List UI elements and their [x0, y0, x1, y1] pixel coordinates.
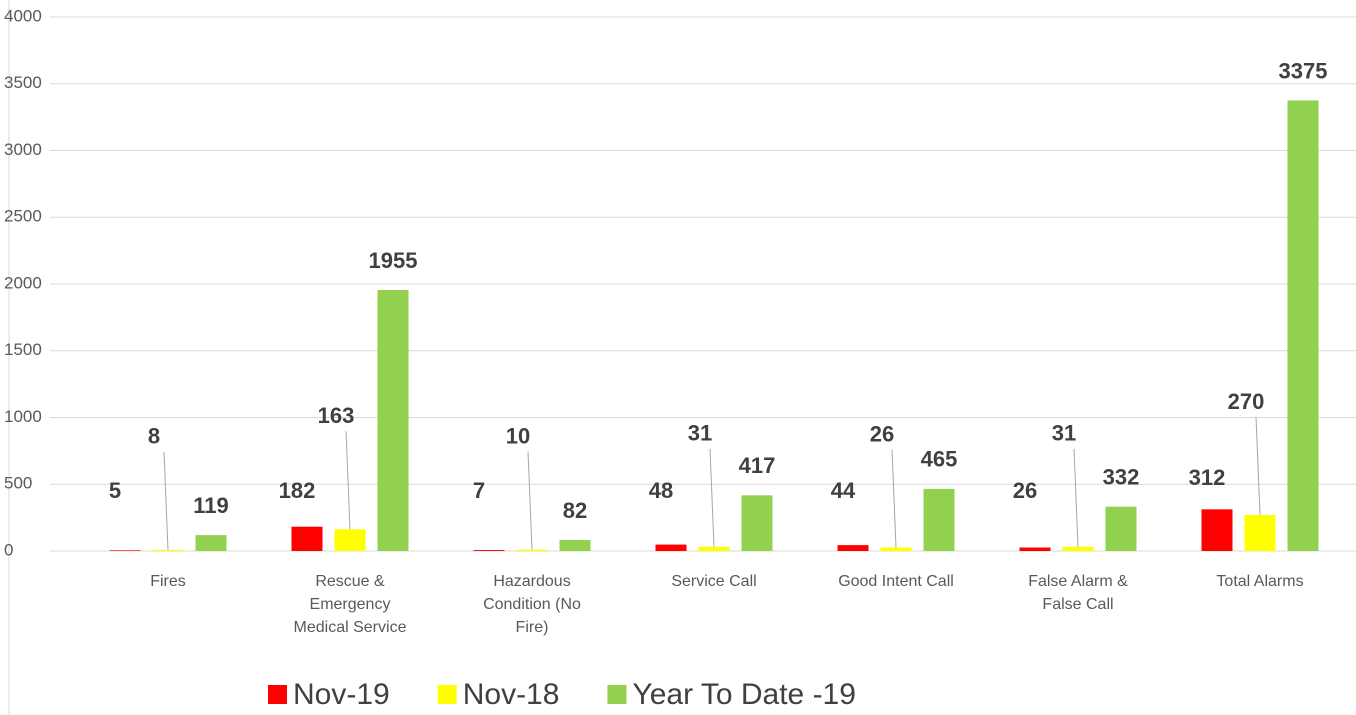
- leader-line: [891, 449, 897, 548]
- bar: [291, 526, 323, 551]
- data-label: 182: [279, 478, 316, 503]
- x-tick-label: Rescue & Emergency Medical Service: [294, 573, 407, 636]
- data-label: 312: [1189, 465, 1226, 490]
- leader-line: [163, 451, 169, 550]
- data-label: 270: [1228, 389, 1265, 414]
- x-tick-line: Fires: [150, 573, 186, 590]
- data-label: 8: [148, 424, 160, 449]
- data-label: 31: [688, 421, 712, 446]
- x-tick-line: Rescue &: [315, 573, 385, 590]
- legend-label: Nov-18: [463, 678, 560, 711]
- bar: [1062, 546, 1094, 551]
- x-tick-label: Service Call: [671, 573, 756, 590]
- x-tick-line: False Alarm &: [1028, 573, 1128, 590]
- data-label: 163: [318, 403, 355, 428]
- y-tick-label: 1000: [4, 407, 42, 426]
- y-tick-label: 3500: [4, 73, 42, 92]
- x-tick-line: Emergency: [310, 596, 391, 613]
- data-label: 5: [109, 478, 121, 503]
- data-label: 332: [1103, 464, 1140, 489]
- data-label: 119: [193, 493, 229, 518]
- legend-swatch: [437, 685, 457, 704]
- data-label: 3375: [1279, 58, 1328, 83]
- x-tick-line: Good Intent Call: [838, 573, 954, 590]
- y-tick-label: 1500: [4, 340, 42, 359]
- data-label: 465: [921, 447, 958, 472]
- data-label: 44: [831, 478, 856, 503]
- legend-swatch: [268, 685, 287, 704]
- x-tick-line: Fire): [516, 619, 549, 636]
- y-tick-label: 3000: [4, 140, 42, 159]
- data-label: 26: [1013, 478, 1037, 503]
- legend-swatch: [607, 685, 627, 704]
- x-tick-label: False Alarm & False Call: [1028, 573, 1128, 613]
- y-tick-label: 0: [4, 540, 13, 559]
- bar: [880, 547, 912, 551]
- bar: [195, 535, 227, 551]
- bar: [377, 290, 409, 551]
- data-label: 1955: [369, 248, 418, 273]
- data-label: 26: [870, 421, 894, 446]
- data-label: 82: [563, 498, 587, 523]
- x-tick-line: Medical Service: [294, 619, 407, 636]
- x-tick-line: Hazardous: [493, 573, 570, 590]
- data-label: 10: [506, 423, 530, 448]
- x-tick-label: Fires: [150, 573, 186, 590]
- x-tick-label: Total Alarms: [1216, 573, 1303, 590]
- leader-line: [527, 451, 533, 550]
- y-tick-label: 2000: [4, 273, 42, 292]
- leader-line: [1255, 416, 1261, 515]
- bar: [334, 529, 366, 551]
- bar: [1105, 506, 1137, 551]
- x-tick-line: Total Alarms: [1216, 573, 1303, 590]
- legend-label: Year To Date -19: [632, 678, 856, 711]
- bar: [109, 550, 141, 551]
- bar: [473, 550, 505, 551]
- bar: [559, 540, 591, 551]
- bar: [152, 549, 184, 551]
- leader-line: [345, 431, 351, 530]
- y-tick-label: 500: [4, 474, 32, 493]
- bar: [837, 545, 869, 551]
- x-tick-line: Condition (No: [483, 596, 581, 613]
- bar: [698, 546, 730, 551]
- bar: [741, 495, 773, 551]
- y-tick-label: 4000: [4, 6, 42, 25]
- leader-line: [1073, 448, 1079, 547]
- bar: [1019, 547, 1051, 551]
- data-label: 31: [1052, 421, 1076, 446]
- bar: [1244, 514, 1276, 551]
- y-tick-label: 2500: [4, 207, 42, 226]
- bar: [1201, 509, 1233, 551]
- bar: [1287, 100, 1319, 551]
- x-tick-line: Service Call: [671, 573, 756, 590]
- x-tick-label: Hazardous Condition (No Fire): [483, 573, 581, 636]
- data-label: 7: [473, 478, 485, 503]
- data-label: 417: [739, 453, 776, 478]
- bar: [655, 544, 687, 551]
- legend-label: Nov-19: [293, 678, 390, 711]
- data-label: 48: [649, 478, 673, 503]
- x-tick-label: Good Intent Call: [838, 573, 954, 590]
- bar: [923, 488, 955, 551]
- x-tick-line: False Call: [1042, 596, 1113, 613]
- leader-line: [709, 448, 715, 547]
- bar: [516, 549, 548, 551]
